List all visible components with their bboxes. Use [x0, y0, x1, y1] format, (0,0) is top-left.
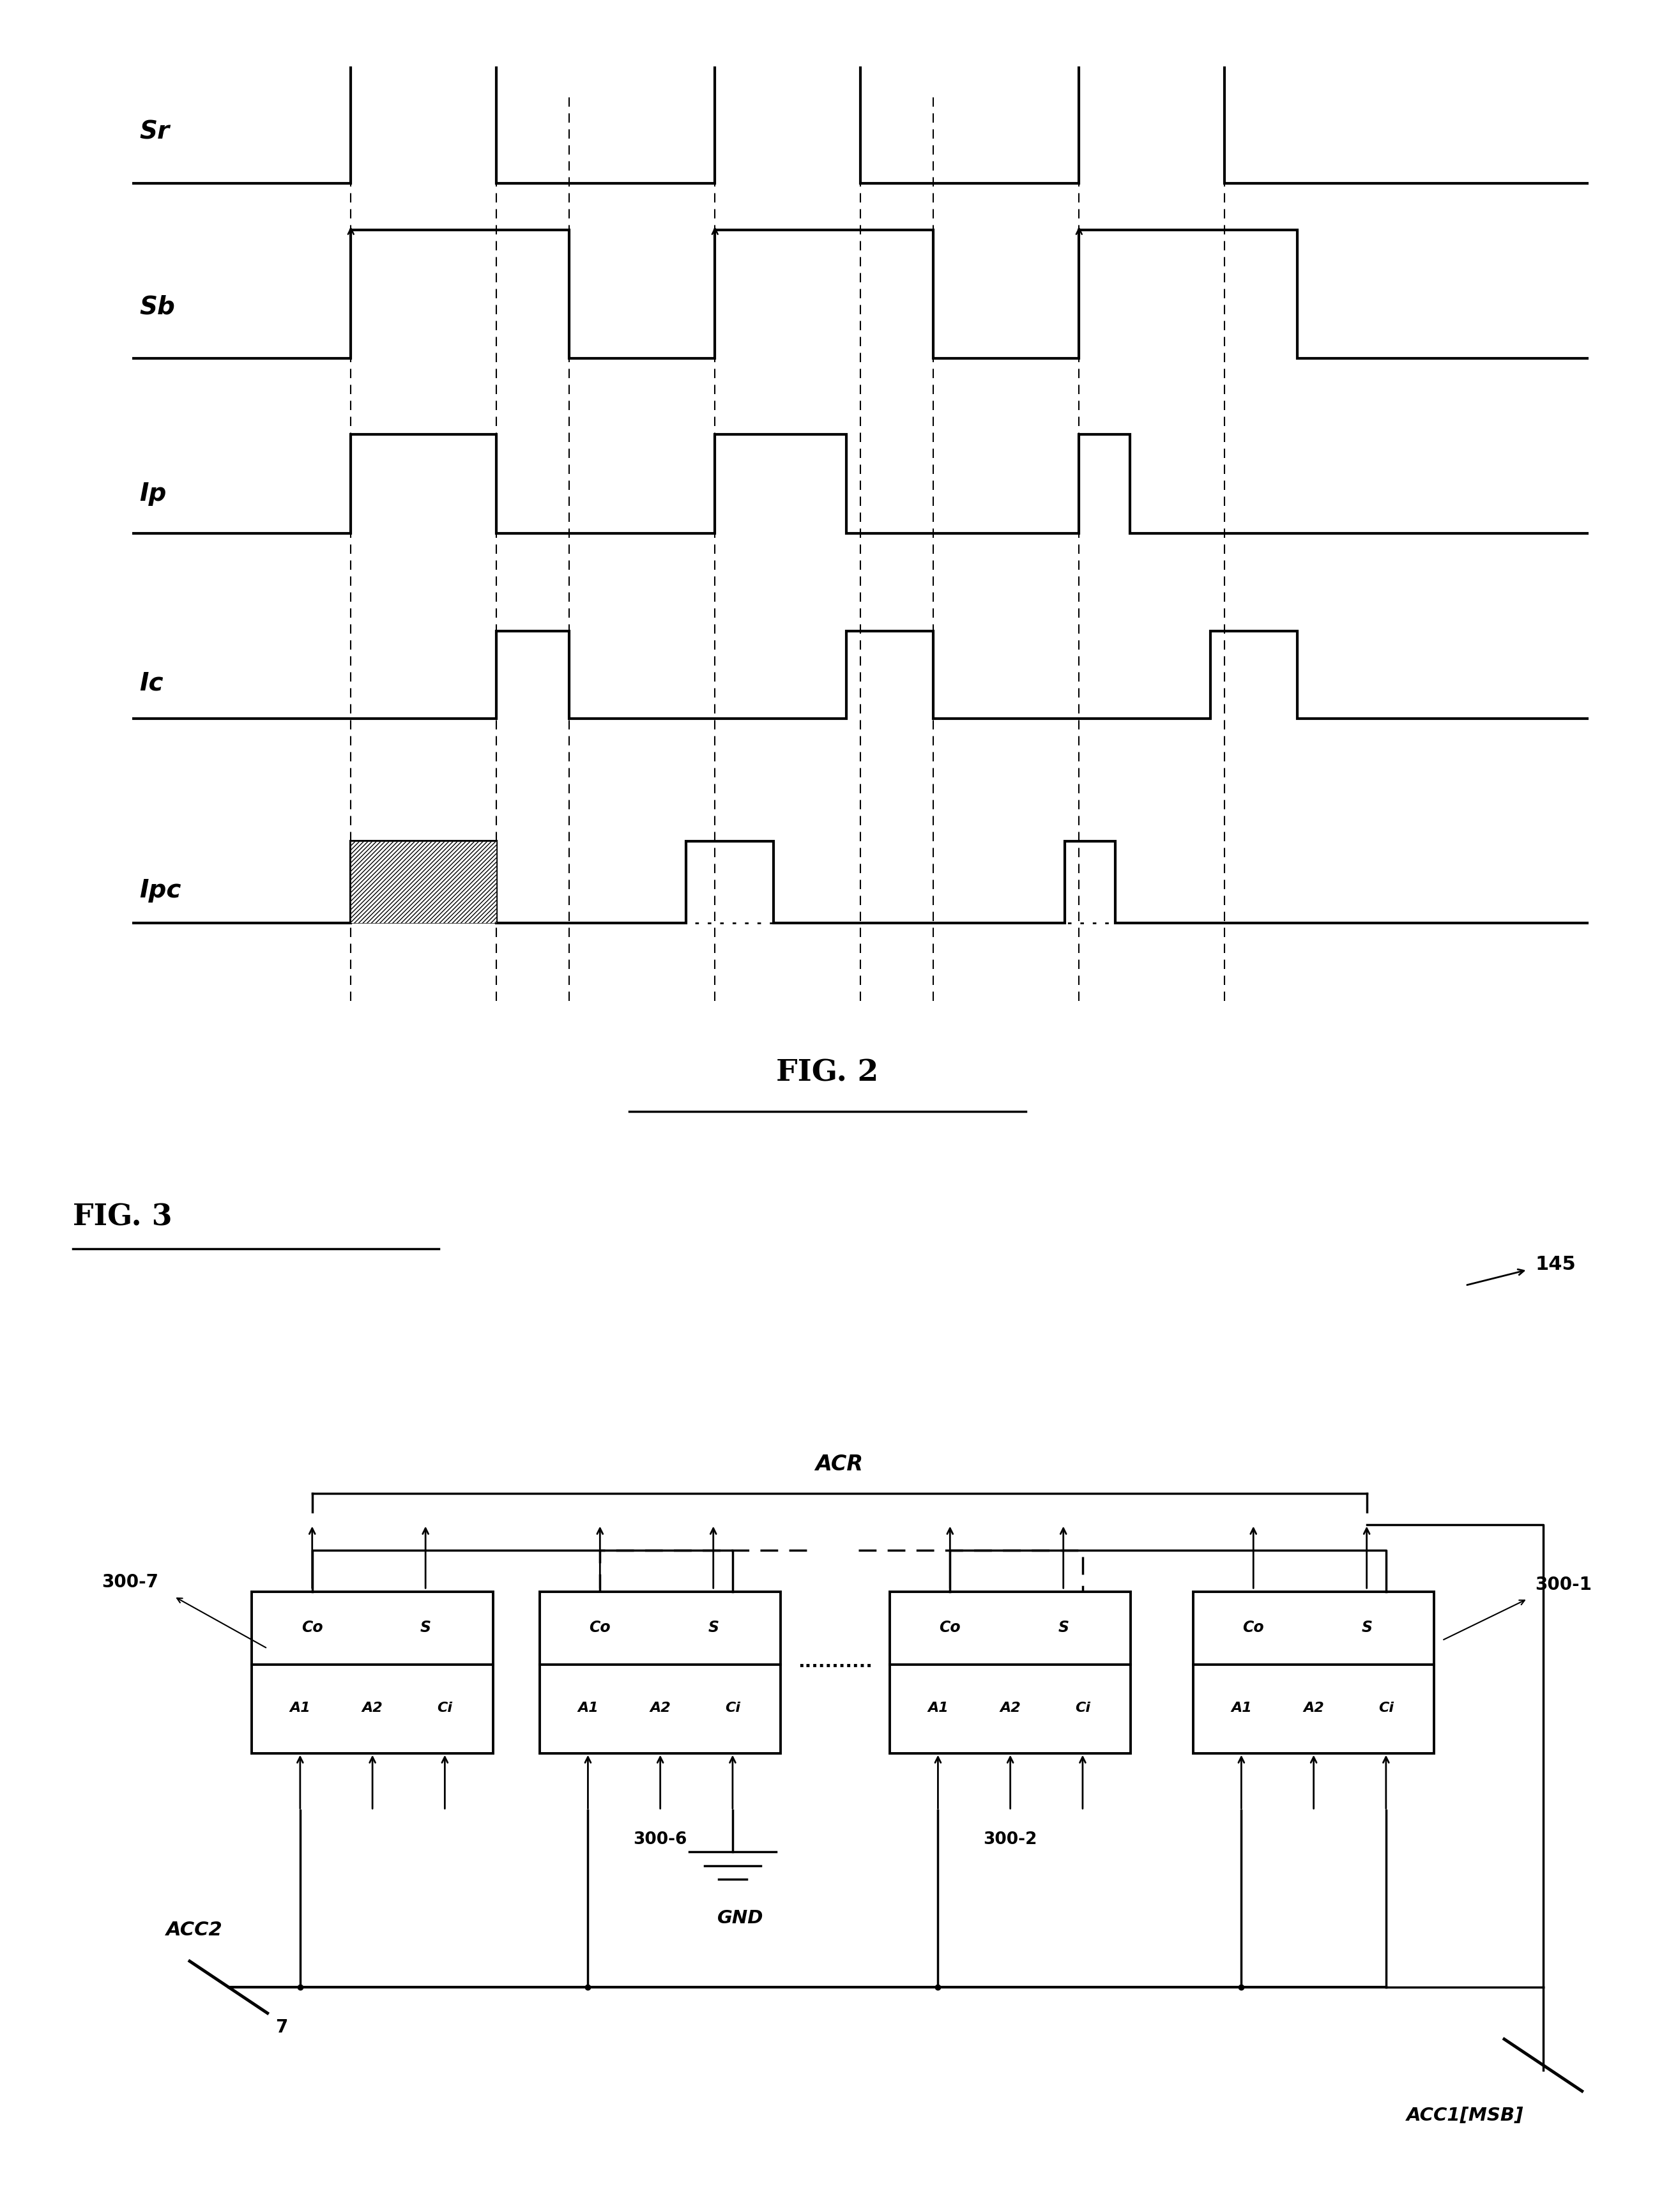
Text: 145: 145: [1536, 1256, 1576, 1274]
Text: Ic: Ic: [139, 670, 164, 695]
Text: A2: A2: [650, 1701, 670, 1714]
Bar: [540, 1593, 781, 1754]
Text: A2: A2: [362, 1701, 382, 1714]
Text: Co: Co: [940, 1619, 962, 1635]
Text: A1: A1: [927, 1701, 948, 1714]
Text: A1: A1: [290, 1701, 311, 1714]
Text: 300-7: 300-7: [101, 1573, 159, 1590]
Text: A1: A1: [578, 1701, 599, 1714]
Text: A2: A2: [1302, 1701, 1324, 1714]
Text: S: S: [420, 1619, 430, 1635]
Bar: [1193, 1593, 1435, 1754]
Text: Co: Co: [1243, 1619, 1264, 1635]
Text: Ipc: Ipc: [139, 878, 182, 902]
Bar: [890, 1593, 1130, 1754]
Text: A1: A1: [1231, 1701, 1251, 1714]
Text: Sr: Sr: [139, 119, 170, 144]
Text: 300-2: 300-2: [983, 1832, 1038, 1847]
Text: FIG. 2: FIG. 2: [776, 1057, 879, 1088]
Text: S: S: [1362, 1619, 1372, 1635]
Text: 300-6: 300-6: [634, 1832, 687, 1847]
Text: Sb: Sb: [139, 294, 175, 319]
Text: Ci: Ci: [725, 1701, 740, 1714]
Text: Co: Co: [301, 1619, 323, 1635]
Text: ...........: ...........: [798, 1652, 872, 1672]
Text: S: S: [1058, 1619, 1069, 1635]
Text: A2: A2: [1000, 1701, 1021, 1714]
Text: ACR: ACR: [816, 1453, 864, 1475]
Text: ACC2: ACC2: [167, 1920, 223, 1940]
Text: Ci: Ci: [437, 1701, 452, 1714]
Text: 300-1: 300-1: [1536, 1575, 1592, 1593]
Text: Ci: Ci: [1076, 1701, 1091, 1714]
Text: ACC1[MSB]: ACC1[MSB]: [1407, 2106, 1524, 2124]
Text: Co: Co: [589, 1619, 611, 1635]
Text: Ip: Ip: [139, 482, 167, 507]
Text: FIG. 3: FIG. 3: [73, 1203, 172, 1232]
Text: S: S: [708, 1619, 718, 1635]
Text: GND: GND: [717, 1909, 763, 1927]
Text: 7: 7: [275, 2017, 288, 2037]
Bar: [252, 1593, 493, 1754]
Text: Ci: Ci: [1379, 1701, 1394, 1714]
Bar: [351, 841, 496, 922]
